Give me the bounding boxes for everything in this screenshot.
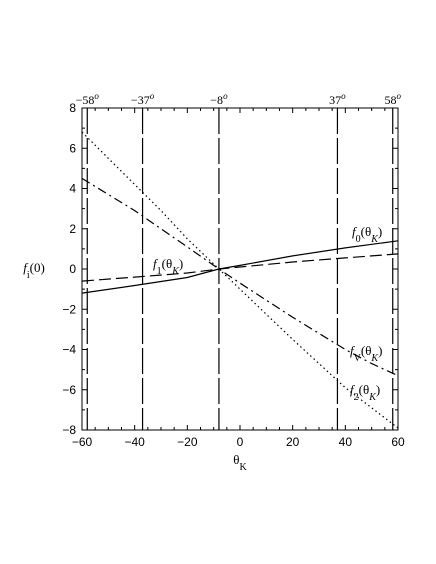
curve-label-arg: (θ xyxy=(361,343,372,358)
x-tick-label: 40 xyxy=(339,435,353,449)
curve-label-argsub: K xyxy=(171,266,180,277)
vertical-marker-degree: o xyxy=(341,91,346,101)
curve-label-close: ) xyxy=(376,382,380,397)
y-axis-title-sub: i xyxy=(27,270,30,281)
curve-label-argsub: K xyxy=(370,234,379,245)
curve-label-close: ) xyxy=(378,224,382,239)
curve-label-main: f xyxy=(350,382,356,397)
y-tick-label: −2 xyxy=(62,302,76,316)
y-tick-label: 8 xyxy=(69,101,76,115)
curve-label-main: f xyxy=(153,256,159,271)
curve-label-argsub: K xyxy=(370,353,379,364)
x-tick-label: −20 xyxy=(177,435,198,449)
curve-label-main: f xyxy=(352,224,358,239)
curve-label-main: f xyxy=(350,343,356,358)
curve-label-close: ) xyxy=(179,256,183,271)
curve-label-sub: V xyxy=(354,353,362,364)
x-tick-label: −40 xyxy=(124,435,145,449)
curve-label-sub: 1 xyxy=(157,266,162,277)
series-line-0 xyxy=(81,240,399,294)
y-axis-title: fi(0) xyxy=(23,260,45,281)
vertical-marker-value: −58 xyxy=(76,93,95,107)
vertical-marker-label: 37o xyxy=(329,91,346,107)
vertical-marker-value: 58 xyxy=(384,93,396,107)
curve-labels: f0(θK)f1(θK)fV(θK)f2(θK) xyxy=(153,224,382,403)
vertical-marker-degree: o xyxy=(223,91,228,101)
curve-label-argsub: K xyxy=(368,392,377,403)
vertical-marker-degree: o xyxy=(150,91,155,101)
vertical-marker-degree: o xyxy=(396,91,401,101)
y-axis-title-tail: (0) xyxy=(30,260,45,275)
y-axis-title-main: f xyxy=(23,260,29,275)
y-tick-label: −8 xyxy=(62,423,76,437)
vertical-marker-value: −37 xyxy=(131,93,150,107)
series-line-V xyxy=(81,177,399,377)
series-line-1 xyxy=(81,253,399,282)
vertical-marker-value: 37 xyxy=(329,93,341,107)
vertical-marker-degree: o xyxy=(94,91,99,101)
y-tick-label: 6 xyxy=(69,141,76,155)
y-tick-label: 4 xyxy=(69,182,76,196)
x-axis-title: θK xyxy=(233,452,247,473)
series-lines xyxy=(81,131,399,429)
x-axis-title-main: θ xyxy=(233,452,239,467)
x-tick-label: 20 xyxy=(286,435,300,449)
curve-label-2: f2(θK) xyxy=(350,382,380,403)
y-tick-label: −4 xyxy=(62,343,76,357)
vertical-marker-label: −37o xyxy=(131,91,155,107)
vertical-marker-label: 58o xyxy=(384,91,401,107)
vertical-marker-value: −8 xyxy=(210,93,223,107)
curve-label-close: ) xyxy=(378,343,382,358)
x-axis-title-sub: K xyxy=(240,462,248,473)
x-tick-label: 0 xyxy=(237,435,244,449)
curve-label-sub: 2 xyxy=(354,392,359,403)
vertical-marker-label: −8o xyxy=(210,91,228,107)
curve-label-V: fV(θK) xyxy=(350,343,382,364)
y-tick-label: 0 xyxy=(69,262,76,276)
y-tick-label: −6 xyxy=(62,383,76,397)
x-tick-label: −60 xyxy=(72,435,93,449)
vertical-markers: −58o −37o −8o 37o 58o xyxy=(76,91,401,430)
curve-label-arg: (θ xyxy=(162,256,173,271)
curve-label-sub: 0 xyxy=(356,234,361,245)
vertical-marker-label: −58o xyxy=(76,91,100,107)
curve-label-arg: (θ xyxy=(361,224,372,239)
x-tick-label: 60 xyxy=(391,435,405,449)
curve-label-0: f0(θK) xyxy=(352,224,382,245)
curve-label-arg: (θ xyxy=(359,382,370,397)
curve-label-1: f1(θK) xyxy=(153,256,183,277)
y-tick-label: 2 xyxy=(69,222,76,236)
